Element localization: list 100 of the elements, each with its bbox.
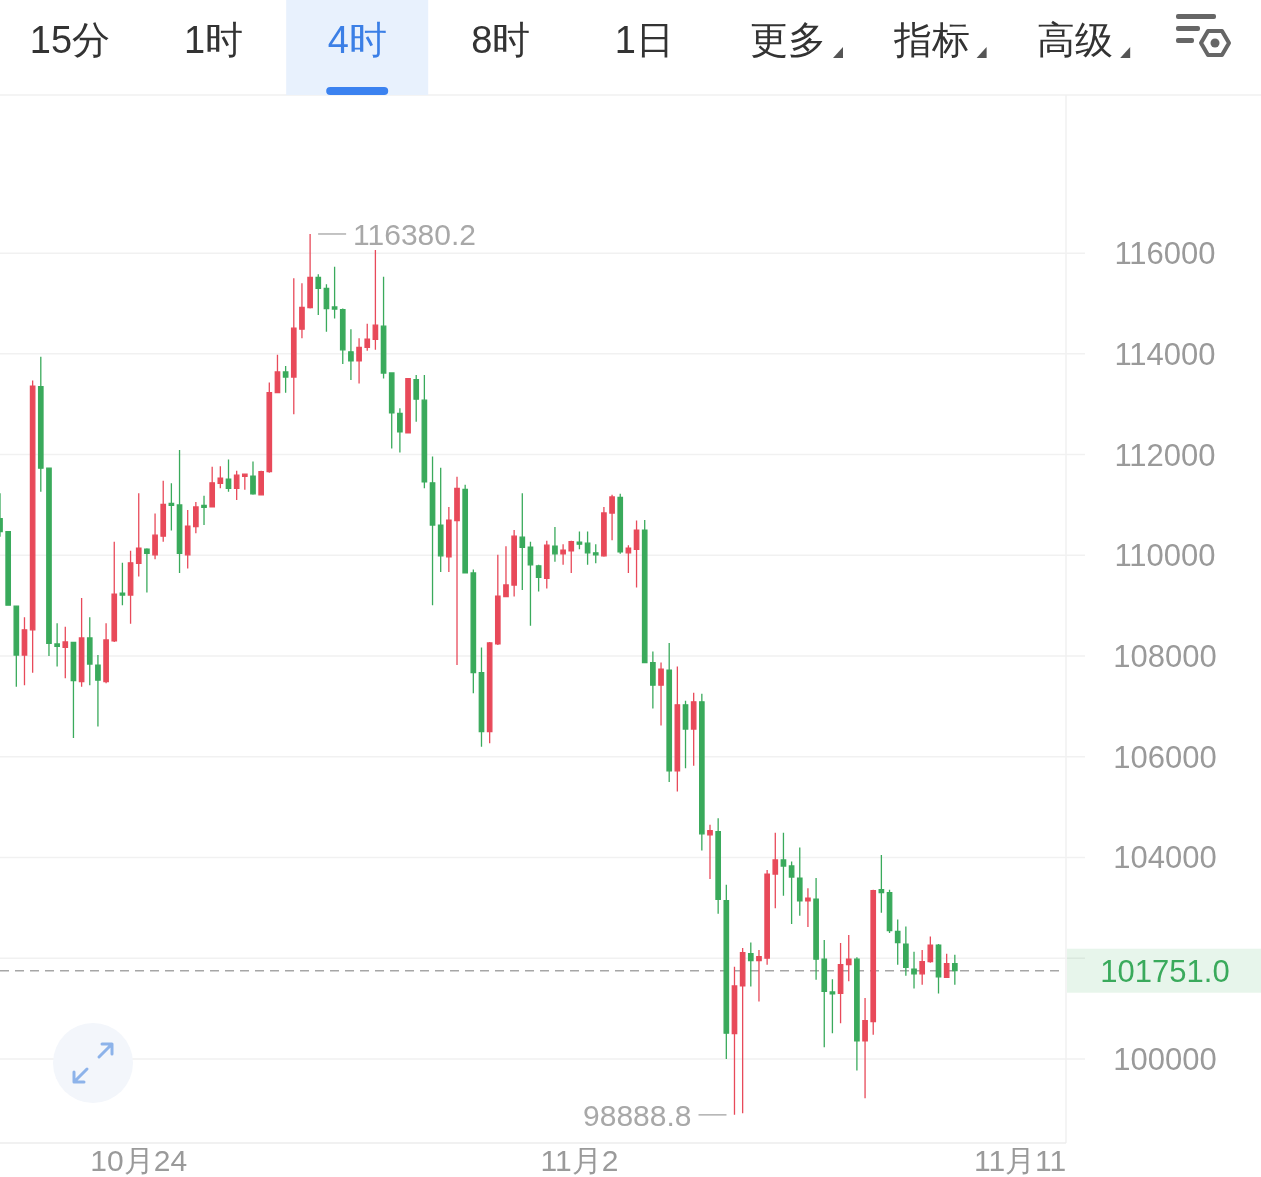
text: 8时: [471, 19, 531, 61]
candlestick: [715, 817, 722, 915]
candlestick: [462, 484, 469, 575]
candlestick: [633, 519, 640, 589]
candlestick: [951, 954, 958, 986]
candlestick: [168, 482, 175, 532]
text: 4时: [327, 19, 387, 61]
candlestick: [739, 947, 746, 1114]
candlestick: [943, 952, 950, 978]
candlestick: [788, 860, 795, 925]
candlestick: [299, 282, 305, 339]
candlestick: [46, 467, 52, 657]
candlestick: [927, 935, 934, 964]
candlestick: [429, 455, 436, 606]
candlestick: [756, 949, 762, 1003]
text: 更多: [750, 19, 826, 61]
candlestick: [552, 526, 558, 563]
candlestick: [307, 233, 313, 310]
candlestick: [854, 956, 860, 1072]
candlestick: [690, 692, 697, 767]
candlestick: [658, 661, 664, 727]
text: 15分: [29, 19, 111, 61]
candlestick: [209, 466, 216, 509]
candlestick: [339, 307, 346, 365]
candlestick: [919, 949, 926, 986]
candlestick: [862, 997, 868, 1099]
candlestick: [503, 545, 509, 598]
candlestick: [560, 543, 566, 566]
candlestick: [413, 374, 420, 423]
candlestick: [592, 543, 599, 564]
candlestick: [437, 467, 444, 573]
candlestick: [837, 942, 844, 1024]
candlestick: [511, 529, 517, 598]
candlestick: [650, 650, 656, 710]
candlestick: [723, 884, 730, 1060]
candlestick: [144, 547, 150, 594]
y-tick-label: 114000: [1114, 336, 1216, 372]
candlestick: [780, 832, 787, 897]
candlestick: [266, 381, 273, 474]
candlestick: [903, 925, 909, 977]
y-tick-label: 104000: [1113, 840, 1217, 876]
candlestick: [21, 616, 28, 686]
candlestick: [233, 470, 240, 501]
candlestick: [13, 605, 20, 688]
candlestick: [731, 966, 738, 1116]
text: 1日: [614, 19, 674, 61]
candlestick: [397, 407, 403, 454]
y-tick-label: 112000: [1114, 437, 1216, 473]
candlestick: [388, 372, 395, 450]
candlestick: [241, 473, 248, 491]
candlestick: [894, 918, 901, 966]
candlestick: [372, 249, 379, 351]
candlestick: [446, 506, 452, 573]
text: 高级: [1037, 19, 1114, 61]
candlestick: [217, 465, 224, 489]
candlestick: [160, 480, 167, 543]
candlestick: [609, 494, 615, 541]
candlestick: [258, 470, 264, 496]
candlestick: [470, 568, 477, 694]
candlestick: [764, 869, 770, 966]
candlestick: [86, 616, 93, 686]
candlestick: [348, 328, 354, 381]
candlestick: [772, 832, 779, 909]
candlestick: [821, 939, 828, 1048]
candlestick: [911, 950, 917, 990]
candlestick: [135, 492, 142, 578]
candlestick: [543, 540, 550, 590]
candlestick: [282, 365, 289, 394]
candlestick: [290, 277, 297, 415]
candlestick: [250, 460, 256, 496]
y-tick-label: 116000: [1114, 236, 1216, 272]
candlestick: [870, 889, 877, 1036]
candlestick: [519, 492, 526, 591]
candlestick: [641, 519, 648, 664]
candlestick: [54, 622, 60, 668]
candlestick: [119, 562, 126, 606]
candlestick: [568, 540, 575, 574]
candlestick: [315, 273, 322, 316]
candlestick: [331, 266, 338, 320]
candlestick: [601, 506, 607, 558]
candlestick: [845, 934, 852, 982]
candlestick: [62, 626, 69, 679]
candlestick: [878, 854, 885, 914]
candlestick: [405, 377, 411, 434]
candlestick: [454, 476, 460, 666]
ref-line-label: 101751.0: [1100, 953, 1230, 989]
y-tick-label: 110000: [1114, 538, 1216, 574]
candlestick: [95, 654, 101, 728]
candlestick: [193, 501, 199, 534]
candlestick: [747, 941, 754, 988]
x-tick-label: 10月24: [90, 1144, 188, 1177]
candlestick: [356, 337, 362, 385]
candlestick: [829, 978, 836, 1034]
y-tick-label: 100000: [1113, 1041, 1217, 1077]
y-tick-label: 106000: [1113, 739, 1217, 775]
candlestick: [617, 493, 624, 555]
x-tick-label: 11月2: [540, 1144, 619, 1177]
candlestick: [184, 509, 191, 570]
candlestick: [707, 824, 713, 880]
candlestick: [796, 846, 803, 917]
